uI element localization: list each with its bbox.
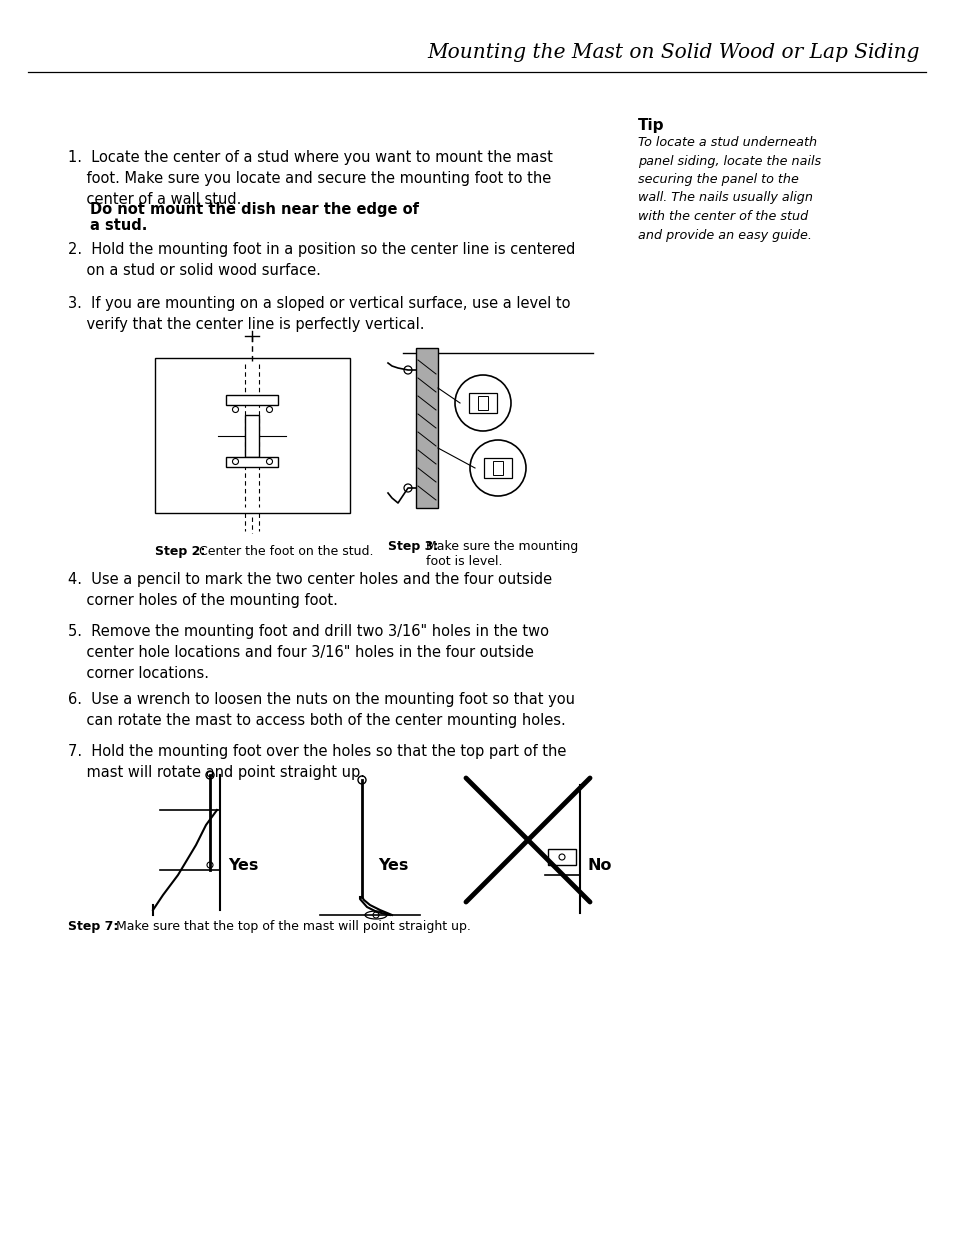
Bar: [477, 396, 488, 410]
Text: 4.  Use a pencil to mark the two center holes and the four outside
    corner ho: 4. Use a pencil to mark the two center h…: [68, 572, 552, 609]
Text: 6.  Use a wrench to loosen the nuts on the mounting foot so that you
    can rot: 6. Use a wrench to loosen the nuts on th…: [68, 692, 575, 729]
Text: Mounting the Mast on Solid Wood or Lap Siding: Mounting the Mast on Solid Wood or Lap S…: [427, 42, 919, 62]
Text: Step 2:: Step 2:: [154, 545, 205, 558]
Text: Center the foot on the stud.: Center the foot on the stud.: [191, 545, 374, 558]
Bar: [483, 458, 512, 478]
Text: 3.  If you are mounting on a sloped or vertical surface, use a level to
    veri: 3. If you are mounting on a sloped or ve…: [68, 296, 570, 332]
Text: Do not mount the dish near the edge of: Do not mount the dish near the edge of: [90, 203, 418, 217]
Bar: [416, 348, 437, 508]
Text: 1.  Locate the center of a stud where you want to mount the mast
    foot. Make : 1. Locate the center of a stud where you…: [68, 149, 553, 207]
Text: Make sure that the top of the mast will point straight up.: Make sure that the top of the mast will …: [108, 920, 471, 932]
Bar: [469, 393, 497, 412]
Text: foot is level.: foot is level.: [426, 555, 502, 568]
Text: 5.  Remove the mounting foot and drill two 3/16" holes in the two
    center hol: 5. Remove the mounting foot and drill tw…: [68, 624, 548, 682]
Text: Make sure the mounting: Make sure the mounting: [426, 540, 578, 553]
Bar: [226, 457, 278, 467]
Text: Yes: Yes: [228, 857, 258, 872]
Bar: [547, 848, 576, 864]
Text: Step 7:: Step 7:: [68, 920, 118, 932]
Text: No: No: [587, 857, 612, 872]
Text: a stud.: a stud.: [90, 219, 147, 233]
Bar: [493, 461, 502, 475]
Text: To locate a stud underneath
panel siding, locate the nails
securing the panel to: To locate a stud underneath panel siding…: [638, 136, 821, 242]
Text: 2.  Hold the mounting foot in a position so the center line is centered
    on a: 2. Hold the mounting foot in a position …: [68, 242, 575, 278]
Text: Step 3:: Step 3:: [388, 540, 437, 553]
Bar: [226, 394, 278, 405]
Text: 7.  Hold the mounting foot over the holes so that the top part of the
    mast w: 7. Hold the mounting foot over the holes…: [68, 743, 566, 781]
Bar: [154, 358, 350, 513]
Bar: [245, 415, 259, 457]
Text: Tip: Tip: [638, 119, 664, 133]
Text: Yes: Yes: [377, 857, 408, 872]
